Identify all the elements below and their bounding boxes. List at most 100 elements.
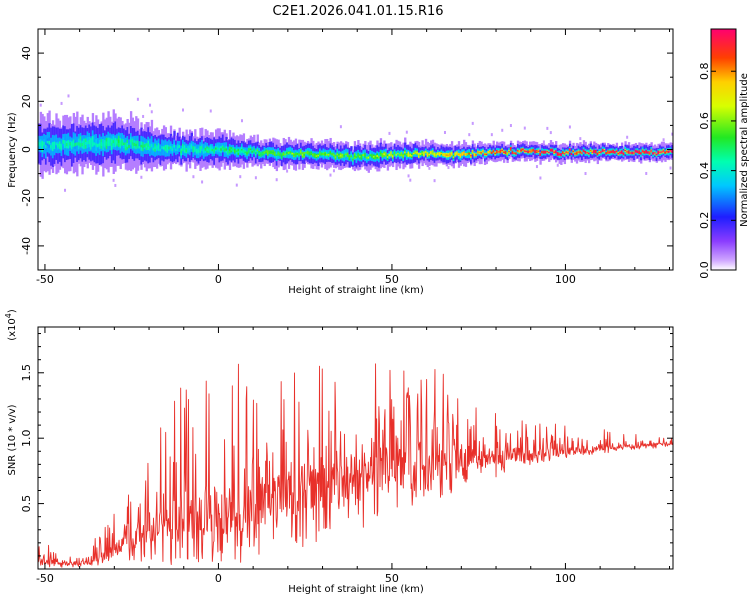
spectral-cell: [294, 153, 298, 156]
spectral-cell: [289, 151, 292, 154]
spectral-cell: [480, 152, 483, 154]
spectral-cell: [504, 152, 508, 154]
spectral-cell: [157, 145, 161, 149]
spectral-cell: [598, 151, 601, 154]
spectral-cell: [50, 144, 53, 149]
spectrogram-ticks: -50 0 50 100 -40 -20 0 20 40: [20, 28, 673, 286]
spectral-cell: [629, 152, 632, 154]
spectral-cell: [605, 152, 608, 154]
spectral-cell: [541, 151, 544, 153]
spectral-cell: [638, 151, 641, 153]
spectral-cell: [409, 154, 412, 157]
spectral-cell: [123, 142, 126, 146]
spectral-cell: [178, 145, 181, 148]
spectral-cell: [237, 151, 240, 153]
snr-series-line: [38, 363, 673, 568]
spectral-cell: [567, 152, 570, 154]
spectral-cell: [270, 151, 273, 153]
spectral-cell: [497, 151, 501, 153]
spectral-cell: [636, 151, 639, 153]
spectral-speck: [407, 174, 410, 178]
spectral-cell: [348, 156, 351, 159]
spectral-speck: [468, 133, 471, 137]
spectral-cell: [55, 142, 58, 146]
spectral-cell: [38, 141, 41, 146]
spectral-cell: [523, 150, 527, 152]
spectral-cell: [442, 153, 445, 156]
spectral-cell: [539, 153, 542, 155]
spectral-cell: [296, 153, 299, 155]
spectral-speck: [192, 175, 195, 179]
spectral-cell: [339, 154, 343, 157]
spectral-cell: [48, 140, 51, 145]
spectral-cell: [173, 144, 176, 148]
spectral-cell: [499, 150, 502, 153]
spectral-speck: [182, 108, 184, 112]
spectral-cell: [324, 153, 327, 155]
spectral-cell: [225, 148, 228, 151]
spectral-cell: [62, 140, 65, 144]
spectral-cell: [431, 151, 435, 154]
spectral-cell: [121, 141, 124, 144]
spectral-cell: [124, 144, 128, 149]
spectral-cell: [579, 151, 582, 153]
spectral-cell: [261, 152, 265, 155]
snr-y-axis-label: SNR (10 * v/v): [7, 404, 18, 475]
x-tick-label: 50: [385, 572, 399, 585]
spectral-speck: [535, 165, 538, 169]
spectral-cell: [254, 152, 258, 154]
spectral-cell: [478, 151, 482, 154]
y-tick-label: 40: [20, 46, 33, 60]
spectral-cell: [320, 153, 324, 155]
spectral-cell: [284, 153, 287, 156]
spectral-cell: [100, 142, 103, 146]
spectral-cell: [334, 156, 338, 158]
spectral-cell: [544, 151, 547, 153]
spectral-cell: [466, 153, 469, 155]
y-tick-label: -20: [20, 189, 33, 207]
spectral-cell: [437, 153, 440, 155]
spectral-cell: [421, 152, 424, 154]
spectral-cell: [164, 146, 167, 150]
spectral-cell: [537, 150, 540, 152]
spectral-cell: [428, 153, 431, 156]
spectral-cell: [58, 143, 62, 147]
spectral-cell: [464, 153, 468, 156]
spectral-speck: [579, 137, 582, 141]
spectral-cell: [244, 151, 247, 154]
spectral-cell: [509, 148, 513, 150]
spectral-cell: [501, 149, 504, 152]
spectral-cell: [388, 153, 391, 157]
spectral-cell: [201, 146, 204, 150]
spectral-cell: [213, 149, 216, 153]
spectral-cell: [166, 147, 169, 151]
spectral-cell: [313, 154, 317, 157]
spectral-cell: [440, 152, 443, 155]
spectral-cell: [162, 146, 166, 150]
spectral-cell: [633, 152, 636, 154]
spectral-cell: [209, 147, 213, 151]
spectral-speck: [671, 132, 673, 136]
spectral-cell: [105, 141, 108, 146]
spectral-cell: [91, 139, 95, 144]
spectral-cell: [487, 151, 490, 153]
spectral-cell: [161, 146, 164, 149]
spectral-cell: [341, 155, 344, 157]
spectral-cell: [95, 143, 98, 147]
spectral-cell: [129, 139, 133, 143]
spectral-cell: [282, 152, 285, 156]
spectral-cell: [671, 150, 673, 152]
spectral-speck: [239, 175, 242, 179]
spectral-cell: [390, 153, 393, 155]
spectral-cell: [395, 154, 398, 156]
spectral-cell: [542, 151, 546, 153]
spectral-cell: [180, 150, 183, 154]
spectrogram-plot-area: [38, 94, 673, 192]
spectral-speck: [142, 114, 145, 118]
spectral-cell: [660, 151, 664, 153]
spectral-cell: [496, 151, 499, 153]
spectral-cell: [627, 151, 631, 153]
colorbar-tick-label: 0.2: [698, 212, 711, 230]
spectral-cell: [103, 141, 107, 146]
colorbar-gradient: [710, 28, 737, 271]
